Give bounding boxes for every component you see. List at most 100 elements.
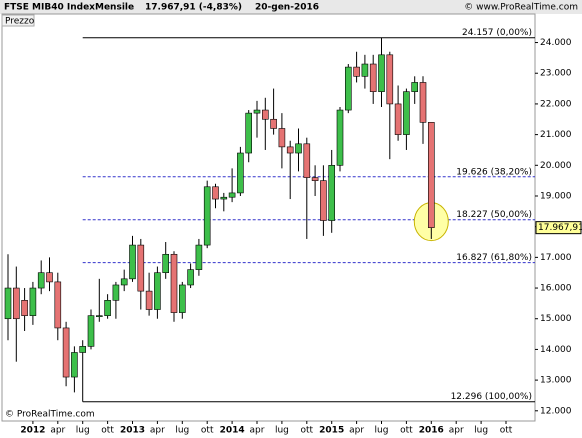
candle-body <box>104 300 111 316</box>
y-tick-label: 13.000 <box>540 376 572 386</box>
candle-body <box>245 112 252 154</box>
x-tick-label: lug <box>275 426 289 436</box>
x-tick-label: apr <box>349 426 364 436</box>
candle-body <box>145 290 153 310</box>
x-tick-label: ott <box>400 426 413 436</box>
y-tick-label: 17.000 <box>540 253 572 263</box>
copyright-bottom: © ProRealTime.com <box>5 410 95 420</box>
candle-body <box>203 186 211 246</box>
candle-body <box>71 352 78 378</box>
y-tick-label: 12.000 <box>540 406 572 416</box>
header-bar <box>0 0 582 14</box>
header-period: Mensile <box>95 3 134 13</box>
last-price-box <box>535 221 582 235</box>
candle-body <box>253 109 261 114</box>
candle-body <box>162 253 169 274</box>
level-label: 24.157 (0,00%) <box>462 28 532 38</box>
candle-body <box>170 253 178 313</box>
candle-body <box>328 164 336 221</box>
candle-body <box>237 152 244 194</box>
candle-body <box>344 66 352 111</box>
candle-body <box>311 177 319 181</box>
candle-body <box>303 143 311 178</box>
candle-body <box>120 278 128 286</box>
x-tick-label: apr <box>150 426 165 436</box>
candle-body <box>336 109 344 166</box>
candle-body <box>369 63 377 92</box>
candle-body <box>112 284 120 301</box>
header-price: 17.967,91 (-4,83%) <box>145 3 242 13</box>
x-tick-label: apr <box>250 426 265 436</box>
candle-body <box>220 196 228 200</box>
plot-frame <box>1 13 536 422</box>
candle-body <box>87 315 95 347</box>
level-label: 19.626 (38,20%) <box>456 167 532 177</box>
x-tick-label: apr <box>449 426 464 436</box>
candle-body <box>62 327 70 378</box>
candle-body <box>278 128 286 148</box>
candle-body <box>96 315 103 317</box>
candle-body <box>13 287 20 320</box>
candle-body <box>378 54 385 92</box>
x-tick-label: 2014 <box>220 426 245 436</box>
candle-body <box>386 54 394 105</box>
candle-body <box>320 180 327 221</box>
x-tick-label: ott <box>500 426 513 436</box>
candle-body <box>154 272 161 310</box>
y-tick-label: 22.000 <box>540 99 572 109</box>
level-label: 16.827 (61,80%) <box>456 253 532 263</box>
candle-body <box>37 272 45 289</box>
y-tick-label: 15.000 <box>540 314 572 324</box>
candle-body <box>403 91 410 135</box>
candle-body <box>286 146 294 154</box>
candle-body <box>212 186 219 200</box>
candle-body <box>187 269 194 286</box>
candle-body <box>29 287 37 316</box>
level-label: 18.227 (50,00%) <box>456 210 532 220</box>
x-tick-label: 2016 <box>419 426 444 436</box>
y-tick-label: 16.000 <box>540 284 572 294</box>
plot-layer: 12.00013.00014.00015.00016.00017.00018.0… <box>4 28 582 436</box>
y-tick-label: 14.000 <box>540 345 572 355</box>
x-tick-label: 2012 <box>20 426 45 436</box>
candle-body <box>361 63 369 77</box>
y-tick-label: 20.000 <box>540 161 572 171</box>
candle-body <box>195 244 203 270</box>
candle-body <box>179 284 186 313</box>
candle-body <box>21 300 28 316</box>
candle-body <box>261 109 269 120</box>
candle-body <box>228 192 236 198</box>
x-tick-label: lug <box>175 426 189 436</box>
x-tick-label: lug <box>76 426 90 436</box>
panel-label: Prezzo <box>5 17 35 27</box>
x-tick-label: ott <box>301 426 314 436</box>
panel-label-box <box>1 14 35 27</box>
x-tick-label: 2013 <box>120 426 145 436</box>
x-tick-label: lug <box>474 426 488 436</box>
candle-body <box>419 82 427 123</box>
last-price-label: 17.967,91 <box>538 223 582 233</box>
candle-body <box>411 82 419 92</box>
header-date: 20-gen-2016 <box>255 3 319 13</box>
y-tick-label: 21.000 <box>540 130 572 140</box>
candle-body <box>54 281 62 329</box>
candle-body <box>137 244 145 292</box>
y-tick-label: 24.000 <box>540 38 572 48</box>
y-tick-label: 19.000 <box>540 191 572 201</box>
candle-body <box>427 122 435 228</box>
candle-body <box>394 103 402 135</box>
x-tick-label: 2015 <box>319 426 344 436</box>
candle-body <box>46 272 53 283</box>
candle-body <box>79 346 86 353</box>
candle-body <box>270 118 277 129</box>
candle-body <box>295 143 302 154</box>
candle-body <box>353 66 360 77</box>
y-tick-label: 23.000 <box>540 69 572 79</box>
candle-body <box>4 287 12 320</box>
x-tick-label: apr <box>50 426 65 436</box>
candle-body <box>129 244 136 280</box>
header-copyright: © www.ProRealTime.com <box>464 3 578 13</box>
header-title: FTSE MIB40 Index <box>4 3 95 13</box>
